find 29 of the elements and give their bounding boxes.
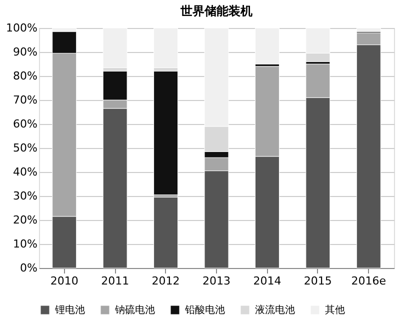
bar (102, 28, 128, 68)
legend-label: 铅酸电池 (184, 304, 225, 316)
bar (154, 28, 178, 68)
x-tick-label: 2010 (50, 274, 78, 288)
legend-label: 钠硫电池 (114, 304, 155, 316)
y-tick-label: 90% (13, 46, 38, 58)
bar (154, 196, 178, 268)
y-tick-label: 40% (13, 166, 38, 178)
legend-label: 锂电池 (54, 304, 85, 316)
y-tick-label: 0% (20, 262, 38, 274)
legend-label: 液流电池 (255, 304, 295, 316)
y-tick-label: 20% (13, 214, 38, 226)
x-tick-label: 2015 (304, 274, 332, 288)
bar (154, 70, 178, 196)
y-tick-label: 80% (13, 70, 38, 82)
y-tick-label: 50% (13, 142, 38, 154)
y-tick-label: 70% (13, 94, 38, 106)
x-tick-label: 2012 (152, 274, 180, 288)
y-tick-label: 100% (6, 22, 38, 34)
x-tick-label: 2011 (101, 274, 130, 288)
y-tick-label: 10% (13, 238, 38, 250)
x-tick-label: 2016e (351, 274, 386, 288)
x-tick-label: 2013 (202, 274, 230, 288)
y-tick-label: 60% (13, 118, 38, 130)
legend-label: 其他 (325, 304, 345, 316)
chart-title: 世界储能装机 (180, 4, 252, 18)
x-tick-label: 2014 (253, 274, 282, 288)
y-tick-label: 30% (13, 190, 38, 202)
bar (254, 28, 280, 64)
